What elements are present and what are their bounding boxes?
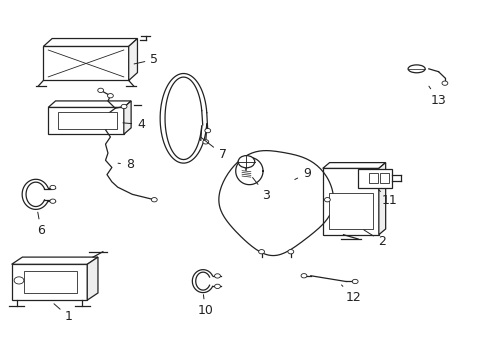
Text: 5: 5 [134,53,158,66]
Text: 10: 10 [197,294,213,318]
Circle shape [50,185,56,190]
Circle shape [287,249,293,254]
Text: 9: 9 [294,167,310,180]
Circle shape [214,284,220,288]
Circle shape [203,140,208,144]
Circle shape [258,249,264,254]
Text: 3: 3 [252,177,270,202]
Polygon shape [48,107,123,134]
Text: 7: 7 [200,137,226,161]
Polygon shape [43,46,128,81]
Polygon shape [123,101,131,134]
Circle shape [301,274,306,278]
Circle shape [238,156,254,168]
Circle shape [50,199,56,203]
Text: 13: 13 [428,86,446,107]
Text: 4: 4 [122,118,145,131]
Text: 1: 1 [54,304,73,324]
Circle shape [441,81,447,85]
Ellipse shape [407,65,424,73]
Circle shape [324,198,330,202]
Polygon shape [378,163,385,235]
Bar [24,271,77,293]
Polygon shape [322,168,378,235]
Bar [368,173,377,183]
Bar [357,168,391,188]
Polygon shape [87,257,98,300]
Text: 12: 12 [341,285,361,304]
Circle shape [14,277,24,284]
Polygon shape [128,39,137,81]
Circle shape [214,274,220,278]
Bar [328,193,372,229]
Polygon shape [322,163,385,168]
Text: 11: 11 [378,190,397,207]
Text: 8: 8 [118,158,134,171]
Polygon shape [43,39,137,46]
Bar [58,112,116,129]
Text: 2: 2 [363,230,386,248]
Circle shape [121,104,127,109]
Polygon shape [12,264,87,300]
Circle shape [204,129,210,133]
Circle shape [98,88,103,93]
Circle shape [107,94,113,98]
Bar [379,173,388,183]
Polygon shape [48,101,131,107]
Circle shape [351,279,357,284]
Circle shape [151,198,157,202]
Polygon shape [12,257,98,264]
Text: 6: 6 [37,212,45,238]
